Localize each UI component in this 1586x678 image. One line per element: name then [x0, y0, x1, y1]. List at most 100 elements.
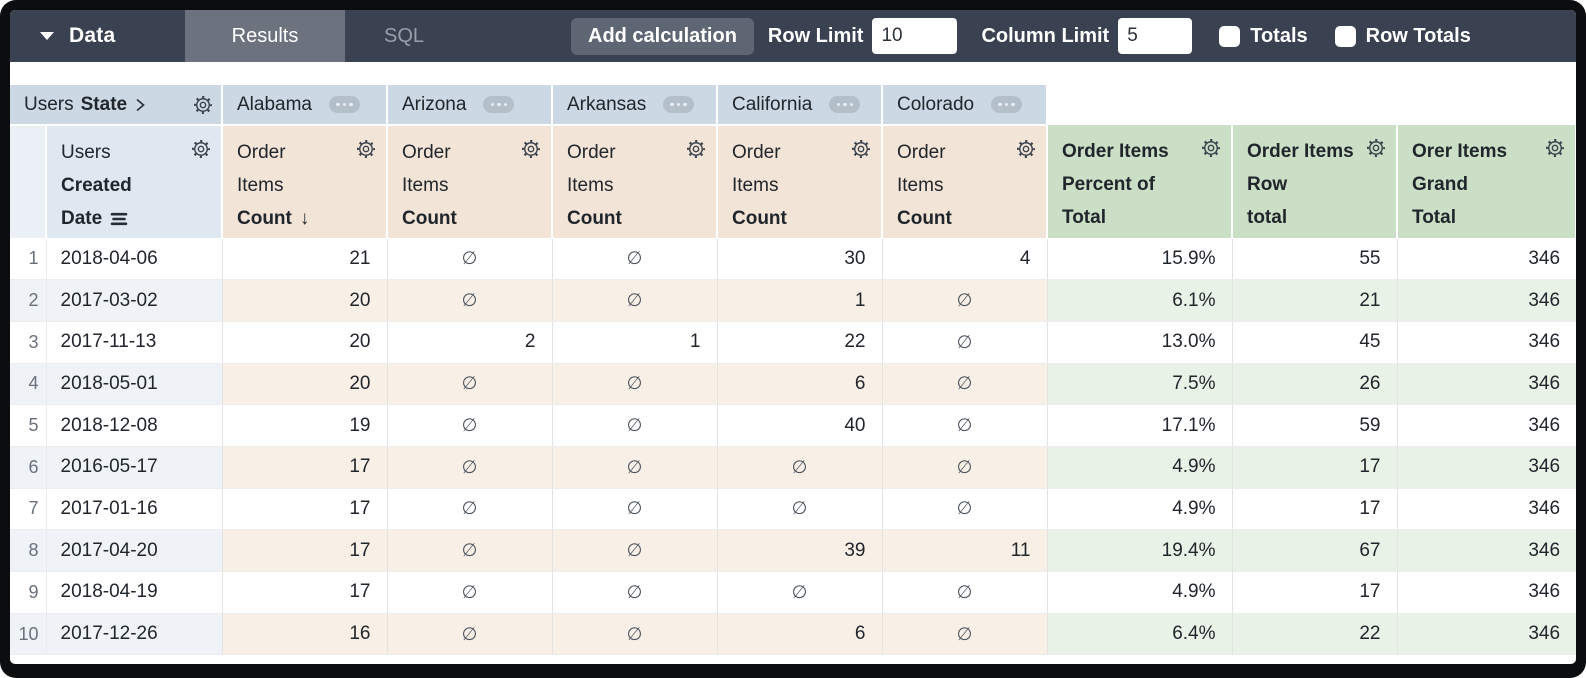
- count-cell-california[interactable]: 39: [717, 529, 883, 572]
- count-cell-colorado[interactable]: ∅: [882, 321, 1048, 364]
- grand-total-cell[interactable]: 346: [1397, 488, 1576, 531]
- row-total-cell[interactable]: 17: [1232, 488, 1398, 531]
- grand-total-cell[interactable]: 346: [1397, 404, 1576, 447]
- add-calculation-button[interactable]: Add calculation: [571, 17, 754, 55]
- row-total-cell[interactable]: 17: [1232, 571, 1398, 614]
- gear-icon[interactable]: [851, 139, 871, 159]
- gear-icon[interactable]: [193, 95, 213, 115]
- count-cell-california[interactable]: 6: [717, 363, 883, 406]
- calc-header-grand-total[interactable]: Orer Items Grand Total: [1397, 125, 1576, 239]
- count-cell-california[interactable]: ∅: [717, 571, 883, 614]
- grand-total-cell[interactable]: 346: [1397, 613, 1576, 656]
- count-cell-colorado[interactable]: ∅: [882, 571, 1048, 614]
- gear-icon[interactable]: [1366, 138, 1386, 158]
- percent-of-total-cell[interactable]: 19.4%: [1047, 529, 1233, 572]
- count-cell-colorado[interactable]: ∅: [882, 404, 1048, 447]
- created-date-cell[interactable]: 2017-11-13: [46, 321, 223, 364]
- row-total-cell[interactable]: 26: [1232, 363, 1398, 406]
- count-cell-alabama[interactable]: 17: [222, 446, 388, 489]
- count-cell-arkansas[interactable]: ∅: [552, 446, 718, 489]
- grand-total-cell[interactable]: 346: [1397, 446, 1576, 489]
- count-cell-arizona[interactable]: ∅: [387, 488, 553, 531]
- order-items-count-header-california[interactable]: Order Items Count: [717, 125, 883, 239]
- count-cell-california[interactable]: 30: [717, 238, 883, 281]
- count-cell-arizona[interactable]: ∅: [387, 529, 553, 572]
- percent-of-total-cell[interactable]: 6.4%: [1047, 613, 1233, 656]
- more-options-icon[interactable]: [991, 96, 1023, 113]
- row-total-cell[interactable]: 21: [1232, 279, 1398, 322]
- count-cell-arizona[interactable]: 2: [387, 321, 553, 364]
- tab-sql[interactable]: SQL: [383, 24, 425, 47]
- grand-total-cell[interactable]: 346: [1397, 321, 1576, 364]
- data-section-toggle[interactable]: Data: [10, 10, 185, 62]
- count-cell-alabama[interactable]: 17: [222, 488, 388, 531]
- created-date-cell[interactable]: 2018-04-19: [46, 571, 223, 614]
- count-cell-arizona[interactable]: ∅: [387, 404, 553, 447]
- count-cell-arkansas[interactable]: ∅: [552, 529, 718, 572]
- count-cell-arkansas[interactable]: ∅: [552, 238, 718, 281]
- count-cell-alabama[interactable]: 21: [222, 238, 388, 281]
- count-cell-california[interactable]: ∅: [717, 488, 883, 531]
- row-totals-checkbox[interactable]: [1334, 25, 1356, 47]
- percent-of-total-cell[interactable]: 4.9%: [1047, 488, 1233, 531]
- count-cell-alabama[interactable]: 20: [222, 279, 388, 322]
- grand-total-cell[interactable]: 346: [1397, 363, 1576, 406]
- more-options-icon[interactable]: [829, 96, 861, 113]
- percent-of-total-cell[interactable]: 6.1%: [1047, 279, 1233, 322]
- row-total-cell[interactable]: 67: [1232, 529, 1398, 572]
- gear-icon[interactable]: [1016, 139, 1036, 159]
- count-cell-california[interactable]: 22: [717, 321, 883, 364]
- more-options-icon[interactable]: [329, 96, 360, 113]
- more-options-icon[interactable]: [663, 96, 695, 113]
- count-cell-california[interactable]: 6: [717, 613, 883, 656]
- count-cell-arkansas[interactable]: ∅: [552, 404, 718, 447]
- created-date-cell[interactable]: 2017-03-02: [46, 279, 223, 322]
- count-cell-arkansas[interactable]: ∅: [552, 613, 718, 656]
- created-date-cell[interactable]: 2018-12-08: [46, 404, 223, 447]
- more-options-icon[interactable]: [483, 96, 515, 113]
- tab-results[interactable]: Results: [185, 10, 345, 62]
- order-items-count-header-alabama[interactable]: Order Items Count ↓: [222, 125, 388, 239]
- count-cell-arizona[interactable]: ∅: [387, 279, 553, 322]
- order-items-count-header-arizona[interactable]: Order Items Count: [387, 125, 553, 239]
- count-cell-arizona[interactable]: ∅: [387, 363, 553, 406]
- order-items-count-header-colorado[interactable]: Order Items Count: [882, 125, 1048, 239]
- pivot-value-colorado[interactable]: Colorado: [882, 85, 1048, 126]
- percent-of-total-cell[interactable]: 7.5%: [1047, 363, 1233, 406]
- created-date-cell[interactable]: 2017-04-20: [46, 529, 223, 572]
- count-cell-colorado[interactable]: ∅: [882, 613, 1048, 656]
- count-cell-arizona[interactable]: ∅: [387, 446, 553, 489]
- count-cell-arizona[interactable]: ∅: [387, 571, 553, 614]
- count-cell-california[interactable]: 40: [717, 404, 883, 447]
- count-cell-arkansas[interactable]: 1: [552, 321, 718, 364]
- count-cell-arizona[interactable]: ∅: [387, 613, 553, 656]
- percent-of-total-cell[interactable]: 17.1%: [1047, 404, 1233, 447]
- row-total-cell[interactable]: 22: [1232, 613, 1398, 656]
- count-cell-arkansas[interactable]: ∅: [552, 571, 718, 614]
- created-date-cell[interactable]: 2018-05-01: [46, 363, 223, 406]
- gear-icon[interactable]: [686, 139, 706, 159]
- gear-icon[interactable]: [191, 139, 211, 159]
- created-date-cell[interactable]: 2017-01-16: [46, 488, 223, 531]
- count-cell-arkansas[interactable]: ∅: [552, 363, 718, 406]
- row-total-cell[interactable]: 17: [1232, 446, 1398, 489]
- pivot-value-alabama[interactable]: Alabama: [222, 85, 388, 126]
- count-cell-colorado[interactable]: ∅: [882, 363, 1048, 406]
- percent-of-total-cell[interactable]: 4.9%: [1047, 446, 1233, 489]
- row-total-cell[interactable]: 45: [1232, 321, 1398, 364]
- created-date-cell[interactable]: 2018-04-06: [46, 238, 223, 281]
- calc-header-percent-of-total[interactable]: Order Items Percent of Total: [1047, 125, 1233, 239]
- pivot-value-california[interactable]: California: [717, 85, 883, 126]
- count-cell-colorado[interactable]: 11: [882, 529, 1048, 572]
- grand-total-cell[interactable]: 346: [1397, 279, 1576, 322]
- percent-of-total-cell[interactable]: 13.0%: [1047, 321, 1233, 364]
- pivot-dimension-header[interactable]: Users State: [10, 85, 223, 126]
- count-cell-alabama[interactable]: 19: [222, 404, 388, 447]
- totals-checkbox[interactable]: [1219, 25, 1241, 47]
- row-totals-toggle[interactable]: Row Totals: [1334, 10, 1471, 62]
- grand-total-cell[interactable]: 346: [1397, 529, 1576, 572]
- row-limit-input[interactable]: [872, 18, 958, 54]
- users-created-date-header[interactable]: Users Created Date: [46, 125, 223, 239]
- gear-icon[interactable]: [1201, 138, 1221, 158]
- calc-header-row-total[interactable]: Order Items Row total: [1232, 125, 1398, 239]
